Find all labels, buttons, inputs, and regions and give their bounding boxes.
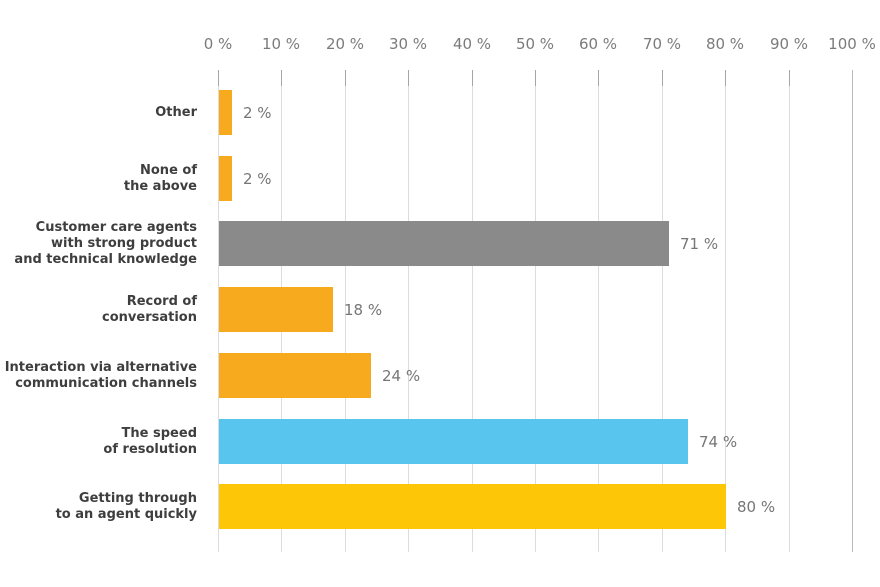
bar-value-label: 24 % bbox=[382, 366, 421, 385]
gridline bbox=[789, 70, 790, 552]
bar bbox=[219, 353, 371, 398]
bar-value-label: 74 % bbox=[699, 432, 738, 451]
gridline bbox=[598, 70, 599, 552]
gridline bbox=[345, 70, 346, 552]
category-label: Other bbox=[155, 104, 197, 120]
x-axis-tick-label: 80 % bbox=[705, 35, 745, 53]
gridline bbox=[662, 70, 663, 552]
bar-value-label: 71 % bbox=[680, 234, 719, 253]
axis-tick bbox=[281, 70, 282, 86]
category-label: None of the above bbox=[123, 162, 197, 194]
x-axis-tick-label: 90 % bbox=[769, 35, 809, 53]
x-axis-tick-label: 70 % bbox=[642, 35, 682, 53]
bar bbox=[219, 221, 669, 266]
x-axis-tick-label: 10 % bbox=[261, 35, 301, 53]
axis-tick bbox=[408, 70, 409, 86]
category-label: Getting through to an agent quickly bbox=[55, 490, 197, 522]
bar bbox=[219, 484, 726, 529]
category-label: The speed of resolution bbox=[103, 425, 197, 457]
x-axis-tick-label: 60 % bbox=[578, 35, 618, 53]
x-axis-tick-label: 30 % bbox=[388, 35, 428, 53]
gridline bbox=[218, 70, 219, 552]
axis-tick bbox=[535, 70, 536, 86]
gridline bbox=[408, 70, 409, 552]
axis-tick bbox=[662, 70, 663, 86]
x-axis-tick-label: 50 % bbox=[515, 35, 555, 53]
category-label: Customer care agents with strong product… bbox=[14, 219, 197, 267]
gridline bbox=[535, 70, 536, 552]
bar-value-label: 80 % bbox=[737, 497, 776, 516]
bar bbox=[219, 156, 232, 201]
axis-tick bbox=[725, 70, 726, 86]
category-label: Record of conversation bbox=[102, 293, 197, 325]
bar-value-label: 2 % bbox=[243, 169, 272, 188]
gridline bbox=[725, 70, 726, 552]
axis-tick bbox=[598, 70, 599, 86]
x-axis-tick-label: 0 % bbox=[203, 35, 233, 53]
category-label: Interaction via alternative communicatio… bbox=[4, 359, 197, 391]
gridline bbox=[852, 70, 853, 552]
bar bbox=[219, 419, 688, 464]
gridline bbox=[472, 70, 473, 552]
bar bbox=[219, 287, 333, 332]
axis-tick bbox=[789, 70, 790, 86]
x-axis-tick-label: 100 % bbox=[828, 35, 876, 53]
x-axis-tick-label: 20 % bbox=[325, 35, 365, 53]
axis-tick bbox=[472, 70, 473, 86]
bar bbox=[219, 90, 232, 135]
bar-value-label: 2 % bbox=[243, 103, 272, 122]
axis-tick bbox=[345, 70, 346, 86]
axis-tick bbox=[218, 70, 219, 86]
x-axis-tick-label: 40 % bbox=[452, 35, 492, 53]
bar-value-label: 18 % bbox=[344, 300, 383, 319]
